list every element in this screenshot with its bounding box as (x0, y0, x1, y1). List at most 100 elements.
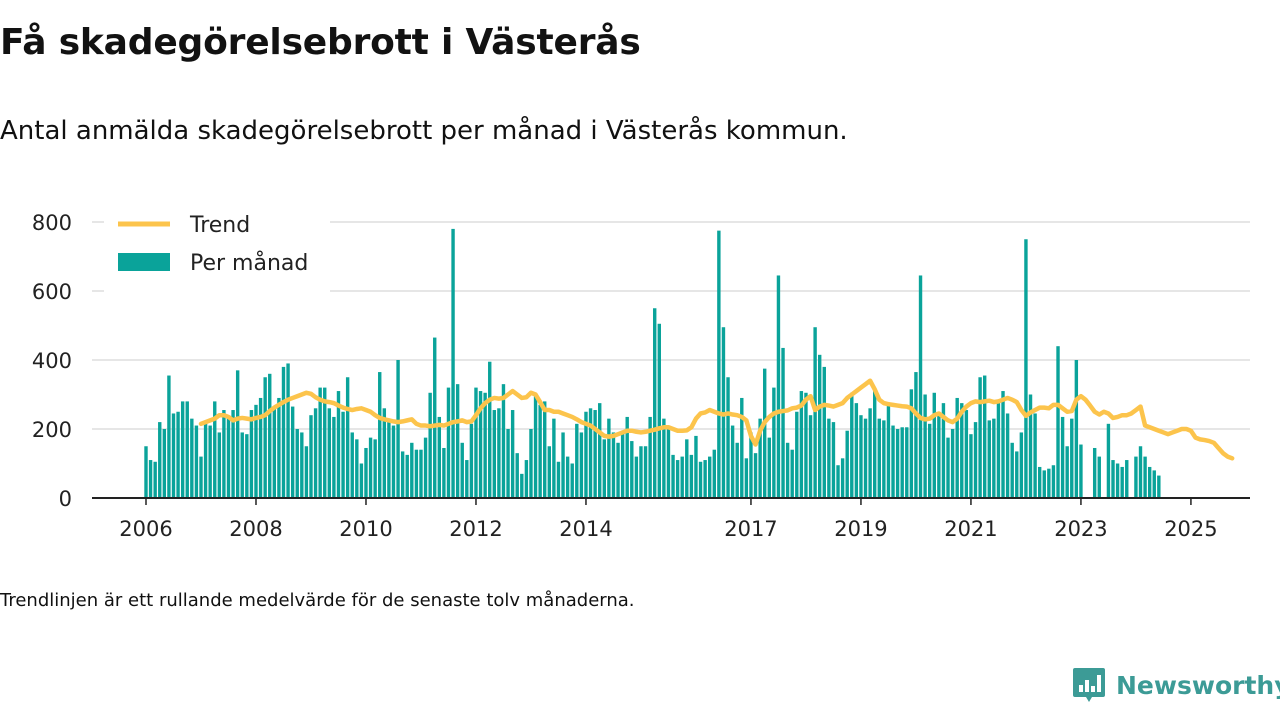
bar (529, 429, 533, 498)
bar (176, 411, 180, 498)
x-tick-label: 2012 (449, 517, 502, 541)
bar (730, 425, 735, 498)
bar (689, 454, 694, 499)
bar (772, 387, 776, 498)
bar (900, 427, 904, 498)
bar (662, 418, 666, 498)
bar (405, 454, 409, 499)
legend-label-trend: Trend (189, 213, 250, 238)
bar (753, 453, 758, 498)
bar (1015, 451, 1019, 498)
bar (437, 416, 442, 498)
bar (1001, 391, 1005, 498)
bar (611, 432, 616, 498)
bar (790, 449, 794, 498)
bar (231, 410, 235, 498)
bar (992, 418, 996, 498)
bar (570, 463, 574, 498)
bar (914, 372, 918, 498)
bar (378, 372, 382, 498)
bar (1074, 360, 1079, 498)
bar (758, 418, 762, 498)
bar (639, 446, 643, 498)
bar (162, 429, 167, 498)
bar (254, 404, 258, 498)
bar (937, 415, 941, 498)
bar (1138, 446, 1143, 498)
brand-logo[interactable]: Newsworthy (1072, 666, 1280, 704)
bar (506, 429, 510, 498)
x-tick-label: 2008 (229, 517, 282, 541)
bar (245, 434, 249, 498)
y-tick-label: 800 (32, 211, 72, 235)
bar (648, 416, 652, 498)
bar (419, 449, 423, 498)
bar (763, 368, 767, 499)
bar (593, 410, 597, 498)
x-tick-label: 2006 (119, 517, 172, 541)
bar (625, 416, 629, 498)
bar (909, 389, 914, 498)
bar (666, 425, 671, 498)
bar (895, 429, 900, 498)
bar (584, 411, 588, 498)
bar (1092, 447, 1097, 498)
bar (602, 439, 606, 498)
x-tick-label: 2023 (1054, 517, 1107, 541)
bar (1060, 416, 1065, 498)
bar (1120, 466, 1124, 498)
bar (510, 410, 515, 498)
bar (538, 404, 542, 498)
bar (524, 460, 529, 498)
bar (217, 432, 222, 498)
bar (295, 429, 299, 498)
bar (556, 461, 561, 498)
bar (749, 432, 753, 498)
bar (868, 408, 872, 498)
bar (501, 384, 506, 498)
bar (373, 439, 377, 498)
bar (433, 337, 437, 498)
bar (350, 432, 354, 498)
bar (836, 465, 840, 498)
bar (1042, 470, 1046, 498)
bar (740, 397, 744, 498)
x-tick-label: 2017 (724, 517, 777, 541)
bar (744, 458, 749, 498)
bar (1097, 456, 1101, 498)
bar (235, 370, 240, 498)
bar (368, 437, 373, 499)
bar (923, 394, 927, 498)
bar (969, 434, 973, 498)
bar (882, 420, 886, 499)
bar (712, 449, 716, 498)
bar (694, 435, 698, 498)
bar (927, 423, 932, 498)
bar (941, 403, 946, 499)
bar (465, 460, 469, 498)
bar (341, 411, 345, 498)
bar (277, 397, 281, 498)
bar (364, 447, 368, 498)
bar (799, 391, 804, 498)
bar (281, 366, 286, 498)
bar (396, 360, 400, 498)
bar (960, 403, 964, 499)
bar (877, 418, 881, 498)
legend[interactable]: Trend Per månad (104, 208, 330, 292)
bar (717, 230, 721, 499)
bar (313, 408, 318, 498)
bar (1125, 460, 1129, 498)
bar (905, 427, 909, 498)
bar (171, 413, 176, 498)
bar (180, 401, 185, 498)
bar (813, 327, 817, 498)
bar (428, 392, 432, 498)
bar (552, 418, 556, 498)
bar (410, 442, 414, 498)
bar (785, 442, 790, 498)
trend-layer (198, 378, 1235, 461)
bar (213, 401, 217, 498)
bar (579, 432, 584, 498)
bar (382, 408, 387, 498)
